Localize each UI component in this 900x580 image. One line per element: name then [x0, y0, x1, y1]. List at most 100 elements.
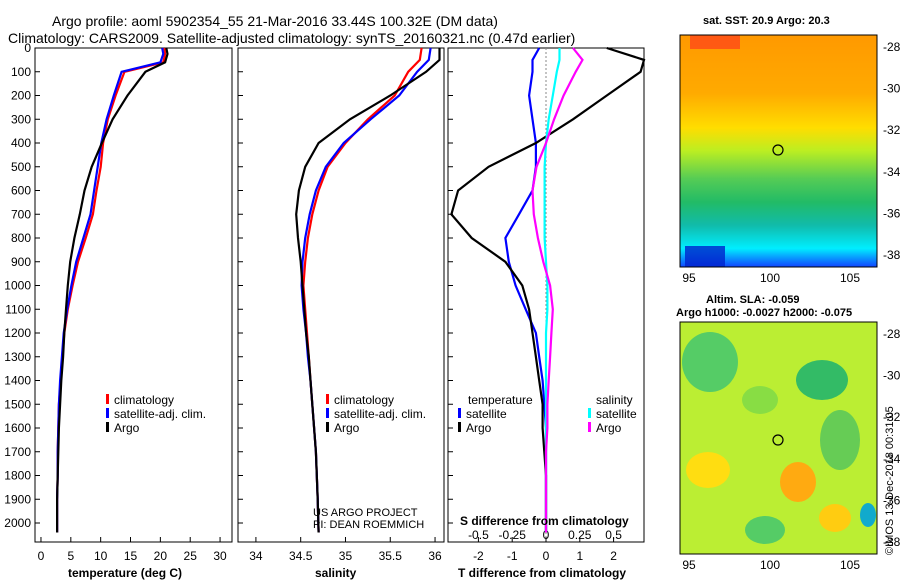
legend-swatch-climatology [326, 394, 329, 404]
map-lon-label: 105 [840, 558, 860, 572]
credit-line-1: US ARGO PROJECT [313, 507, 418, 519]
legend-swatch-t-satellite [458, 408, 461, 418]
x-tick-label: 0 [543, 549, 550, 563]
map-lon-label: 100 [760, 271, 780, 285]
y-tick-label: 1200 [4, 326, 31, 340]
y-tick-label: 1100 [5, 302, 31, 316]
x-tick-label-top: -0.5 [468, 528, 489, 542]
x-tick-label: 5 [67, 549, 74, 563]
map-lon-label: 105 [840, 271, 860, 285]
imos-stamp: ©IMOS 13-Dec-2018 00:31:05 [884, 406, 896, 555]
map-lat-label: -38 [883, 535, 900, 549]
map-lon-label: 95 [682, 271, 696, 285]
difference-legend: temperature satellite Argo salinity sate… [458, 393, 637, 435]
salinity-xlabel: salinity [315, 566, 357, 580]
title-line-1: Argo profile: aoml 5902354_55 21-Mar-201… [52, 13, 498, 29]
salinity-legend: climatology satellite-adj. clim. Argo [326, 393, 426, 435]
sst-map [679, 34, 878, 268]
sla-profile-marker [772, 434, 784, 446]
x-tick-label: 25 [184, 549, 198, 563]
series-line-t-argo [450, 46, 646, 533]
x-tick-label: 35.5 [379, 549, 403, 563]
x-tick-label: 34 [249, 549, 263, 563]
x-tick-label-top: 0.5 [605, 528, 622, 542]
map-lat-label: -30 [883, 82, 900, 96]
legend-label-t-satellite: satellite [466, 407, 507, 421]
y-tick-label: 1000 [4, 279, 31, 293]
sla-frame [679, 321, 878, 555]
temperature-legend: climatology satellite-adj. clim. Argo [106, 393, 206, 435]
title-line-2: Climatology: CARS2009. Satellite-adjuste… [8, 30, 575, 46]
x-tick-label: 34.5 [289, 549, 313, 563]
map-lat-label: -34 [883, 165, 900, 179]
legend-label-s-argo: Argo [596, 421, 622, 435]
sst-frame [679, 34, 878, 268]
x-tick-label: 35 [339, 549, 353, 563]
x-tick-label: 1 [576, 549, 583, 563]
legend-label-argo: Argo [334, 421, 360, 435]
x-tick-label-top: 0.25 [568, 528, 592, 542]
sla-map-title-1: Altim. SLA: -0.059 [706, 294, 800, 306]
x-tick-label: 36 [428, 549, 442, 563]
series-line-s-argo [531, 47, 584, 533]
x-tick-label: 30 [213, 549, 227, 563]
y-tick-label: 100 [11, 65, 31, 79]
sst-warm-patch [690, 35, 740, 49]
sla-blob [686, 452, 730, 488]
y-tick-label: 400 [11, 136, 31, 150]
sla-map-title-2: Argo h1000: -0.0027 h2000: -0.075 [676, 307, 852, 319]
sst-field [680, 35, 877, 267]
difference-xlabel: T difference from climatology [458, 566, 626, 580]
legend-label-satellite: satellite-adj. clim. [114, 407, 206, 421]
legend-label-satellite: satellite-adj. clim. [334, 407, 426, 421]
y-tick-label: 1500 [4, 397, 31, 411]
map-lon-label: 100 [760, 558, 780, 572]
legend-label-argo: Argo [114, 421, 140, 435]
sla-blob [860, 503, 876, 527]
legend-swatch-argo [326, 422, 329, 432]
y-tick-label: 2000 [4, 516, 31, 530]
legend-label-t-argo: Argo [466, 421, 492, 435]
series-line-argo [55, 47, 169, 533]
sla-blob [796, 360, 848, 400]
x-tick-label: 20 [154, 549, 168, 563]
legend-swatch-argo [106, 422, 109, 432]
map-lat-label: -32 [883, 123, 900, 137]
legend-swatch-s-argo [588, 422, 591, 432]
tick-layer: 0100200300400500600700800900100011001200… [4, 41, 622, 563]
credit-line-2: PI: DEAN ROEMMICH [313, 519, 424, 531]
y-tick-label: 700 [11, 207, 31, 221]
x-tick-label: 15 [124, 549, 138, 563]
y-tick-label: 1300 [4, 350, 31, 364]
legend-label-climatology: climatology [334, 393, 394, 407]
legend-title-temperature: temperature [468, 393, 533, 407]
map-lat-label: -30 [883, 369, 900, 383]
sst-cold-patch [685, 246, 725, 267]
x-tick-label: -2 [473, 549, 484, 563]
sla-blob [742, 386, 778, 414]
legend-swatch-satellite [106, 408, 109, 418]
temperature-panel [34, 47, 233, 543]
y-tick-label: 300 [11, 112, 31, 126]
y-tick-label: 1400 [4, 374, 31, 388]
legend-swatch-climatology [106, 394, 109, 404]
y-tick-label: 600 [11, 184, 31, 198]
map-lon-label: 95 [682, 558, 696, 572]
sla-blob [819, 504, 851, 532]
series-line-argo [295, 48, 441, 533]
map-lat-label: -28 [883, 40, 900, 54]
series-layer [55, 46, 646, 533]
y-tick-label: 200 [11, 89, 31, 103]
map-tick-layer: -28 -30 -32 -34 -36 -38 95 100 105 -28 -30 -32 -34 -3… [682, 40, 900, 572]
sla-blob [780, 462, 816, 502]
map-lat-label: -36 [883, 493, 900, 507]
series-line-t-satellite [504, 47, 548, 533]
series-line-climatology [302, 47, 423, 533]
legend-swatch-t-argo [458, 422, 461, 432]
difference-xlabel-top: S difference from climatology [460, 514, 629, 528]
sla-blob [682, 332, 738, 392]
legend-title-salinity: salinity [596, 393, 633, 407]
map-lat-label: -28 [883, 327, 900, 341]
map-lat-label: -32 [883, 410, 900, 424]
map-lat-label: -36 [883, 206, 900, 220]
